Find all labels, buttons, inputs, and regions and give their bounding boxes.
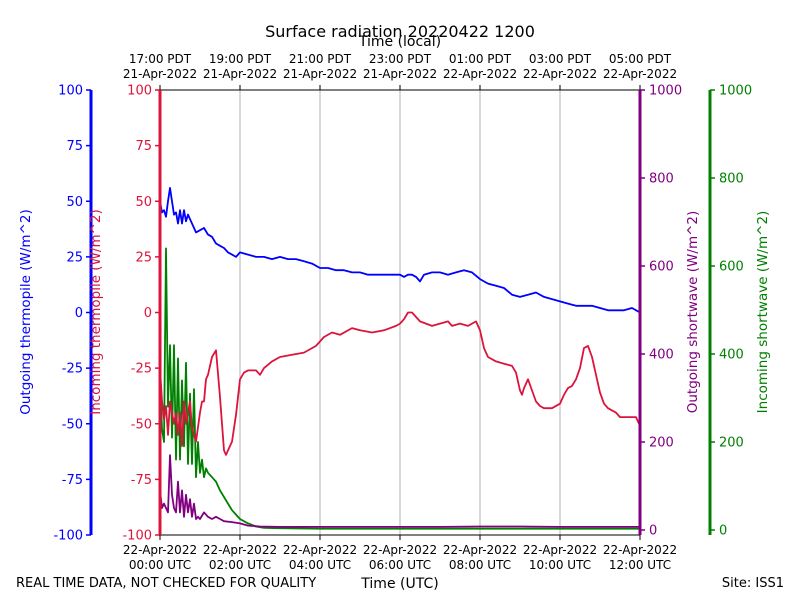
x-tick-label-local-time: 19:00 PDT bbox=[209, 52, 272, 66]
x-tick-label-local-date: 21-Apr-2022 bbox=[363, 67, 437, 81]
y-tick-label: -75 bbox=[131, 473, 152, 488]
x-tick-label-utc-date: 22-Apr-2022 bbox=[123, 543, 197, 557]
x-tick-label-local-date: 21-Apr-2022 bbox=[123, 67, 197, 81]
y-tick-label: -25 bbox=[131, 362, 152, 377]
series-outgoing-thermopile bbox=[159, 186, 641, 314]
y-tick-label: -75 bbox=[62, 473, 83, 488]
y-tick-label: 800 bbox=[649, 172, 674, 187]
x-tick-label-utc-date: 22-Apr-2022 bbox=[523, 543, 597, 557]
x-tick-label-utc-time: 08:00 UTC bbox=[449, 558, 511, 572]
y-tick-label: -50 bbox=[62, 417, 83, 432]
series-layer bbox=[159, 186, 641, 530]
top-axis-label: Time (local) bbox=[358, 34, 442, 50]
y-tick-label: -25 bbox=[62, 362, 83, 377]
y-tick-label: 100 bbox=[58, 84, 83, 99]
y-tick-label: 50 bbox=[135, 195, 152, 210]
y-tick-label: 75 bbox=[135, 139, 152, 154]
y-tick-label: 0 bbox=[75, 306, 83, 321]
y-axis-label-in_thermo: Incoming thermopile (W/m^2) bbox=[88, 209, 104, 415]
y-tick-label: -100 bbox=[53, 529, 83, 544]
x-tick-label-local-time: 01:00 PDT bbox=[449, 52, 512, 66]
x-tick-label-local-date: 22-Apr-2022 bbox=[443, 67, 517, 81]
y-tick-label: -50 bbox=[131, 417, 152, 432]
y-tick-label: 100 bbox=[127, 84, 152, 99]
y-axis-label-out_thermo: Outgoing thermopile (W/m^2) bbox=[18, 209, 34, 415]
y-tick-label: 25 bbox=[66, 250, 83, 265]
y-tick-label: 25 bbox=[135, 250, 152, 265]
series-incoming-shortwave bbox=[159, 247, 640, 530]
y-tick-label: 0 bbox=[144, 306, 152, 321]
y-tick-label: 1000 bbox=[649, 84, 682, 99]
x-tick-label-utc-time: 10:00 UTC bbox=[529, 558, 591, 572]
x-tick-label-utc-time: 06:00 UTC bbox=[369, 558, 431, 572]
bottom-axis-label: Time (UTC) bbox=[361, 576, 439, 592]
x-tick-label-utc-date: 22-Apr-2022 bbox=[603, 543, 677, 557]
y-tick-label: 400 bbox=[719, 348, 744, 363]
y-tick-label: 75 bbox=[66, 139, 83, 154]
x-tick-label-utc-time: 00:00 UTC bbox=[129, 558, 191, 572]
x-tick-label-local-time: 03:00 PDT bbox=[529, 52, 592, 66]
series-outgoing-shortwave bbox=[159, 454, 640, 528]
quality-note: REAL TIME DATA, NOT CHECKED FOR QUALITY bbox=[16, 576, 317, 591]
x-tick-label-utc-time: 02:00 UTC bbox=[209, 558, 271, 572]
chart-title: Surface radiation 20220422 1200 bbox=[265, 22, 535, 41]
y-tick-label: 200 bbox=[719, 436, 744, 451]
x-tick-label-utc-date: 22-Apr-2022 bbox=[443, 543, 517, 557]
x-tick-label-local-date: 21-Apr-2022 bbox=[283, 67, 357, 81]
y-tick-label: 50 bbox=[66, 195, 83, 210]
grid bbox=[239, 90, 561, 535]
y-tick-label: 200 bbox=[649, 436, 674, 451]
x-tick-label-local-time: 21:00 PDT bbox=[289, 52, 352, 66]
axes-layer: -100 -75 -50 -25 0 25 50 75 100 Outgoing thermopi… bbox=[18, 84, 771, 544]
x-tick-label-local-date: 22-Apr-2022 bbox=[603, 67, 677, 81]
y-tick-label: 400 bbox=[649, 348, 674, 363]
x-tick-label-local-date: 21-Apr-2022 bbox=[203, 67, 277, 81]
y-axis-label-out_sw: Outgoing shortwave (W/m^2) bbox=[685, 211, 701, 414]
y-tick-label: 0 bbox=[719, 524, 727, 539]
site-label: Site: ISS1 bbox=[721, 576, 784, 591]
y-tick-label: 600 bbox=[719, 260, 744, 275]
y-axis-label-in_sw: Incoming shortwave (W/m^2) bbox=[755, 211, 771, 414]
x-tick-label-local-date: 22-Apr-2022 bbox=[523, 67, 597, 81]
x-tick-label-utc-time: 12:00 UTC bbox=[609, 558, 671, 572]
y-tick-label: 600 bbox=[649, 260, 674, 275]
y-tick-label: -100 bbox=[122, 529, 152, 544]
x-tick-label-local-time: 05:00 PDT bbox=[609, 52, 672, 66]
x-tick-label-local-time: 23:00 PDT bbox=[369, 52, 432, 66]
y-tick-label: 800 bbox=[719, 172, 744, 187]
series-incoming-thermopile bbox=[159, 311, 641, 456]
x-tick-label-utc-date: 22-Apr-2022 bbox=[363, 543, 437, 557]
x-tick-label-utc-date: 22-Apr-2022 bbox=[283, 543, 357, 557]
x-tick-label-utc-date: 22-Apr-2022 bbox=[203, 543, 277, 557]
y-tick-label: 1000 bbox=[719, 84, 752, 99]
x-tick-label-utc-time: 04:00 UTC bbox=[289, 558, 351, 572]
y-tick-label: 0 bbox=[649, 524, 657, 539]
x-tick-label-local-time: 17:00 PDT bbox=[129, 52, 192, 66]
